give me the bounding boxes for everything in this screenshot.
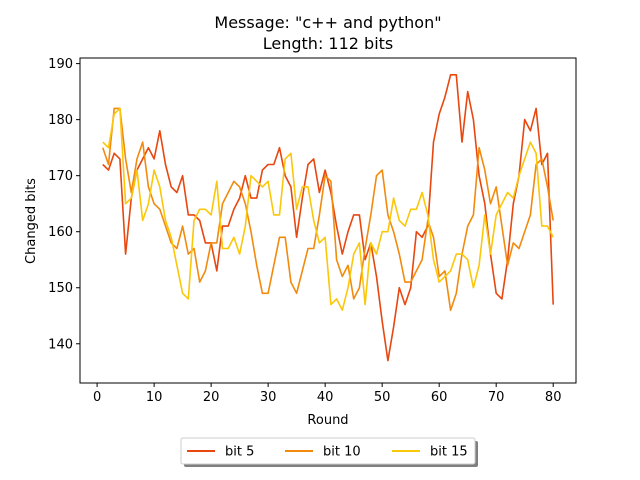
x-tick-label: 30	[260, 390, 277, 405]
legend-label: bit 10	[323, 445, 361, 460]
y-tick-label: 180	[48, 113, 73, 128]
x-axis-ticks: 0 10 20 30 40 50 60 70 80	[93, 383, 562, 405]
y-tick-label: 150	[48, 281, 73, 296]
x-tick-label: 80	[545, 390, 562, 405]
y-tick-label: 190	[48, 57, 73, 72]
x-tick-label: 60	[431, 390, 448, 405]
legend-label: bit 15	[430, 445, 468, 460]
x-tick-label: 10	[146, 390, 163, 405]
series-line-bit-15	[102, 107, 554, 312]
y-tick-label: 170	[48, 169, 73, 184]
y-tick-label: 160	[48, 225, 73, 240]
legend-label: bit 5	[225, 445, 254, 460]
plot-area	[102, 74, 554, 362]
x-tick-label: 40	[317, 390, 334, 405]
x-axis-label: Round	[307, 413, 348, 428]
chart-subtitle: Length: 112 bits	[263, 34, 394, 53]
x-tick-label: 0	[93, 390, 101, 405]
y-axis-label: Changed bits	[24, 178, 39, 264]
chart-title-group: Message: "c++ and python" Length: 112 bi…	[214, 13, 441, 53]
y-axis-ticks: 140 150 160 170 180 190	[48, 57, 80, 352]
axes-frame	[79, 57, 577, 384]
series-line-bit-10	[102, 107, 554, 312]
x-tick-label: 50	[374, 390, 391, 405]
x-tick-label: 70	[488, 390, 505, 405]
legend: bit 5 bit 10 bit 15	[180, 437, 478, 467]
x-tick-label: 20	[203, 390, 220, 405]
legend-box	[180, 437, 476, 465]
chart-title: Message: "c++ and python"	[214, 13, 441, 32]
y-tick-label: 140	[48, 337, 73, 352]
